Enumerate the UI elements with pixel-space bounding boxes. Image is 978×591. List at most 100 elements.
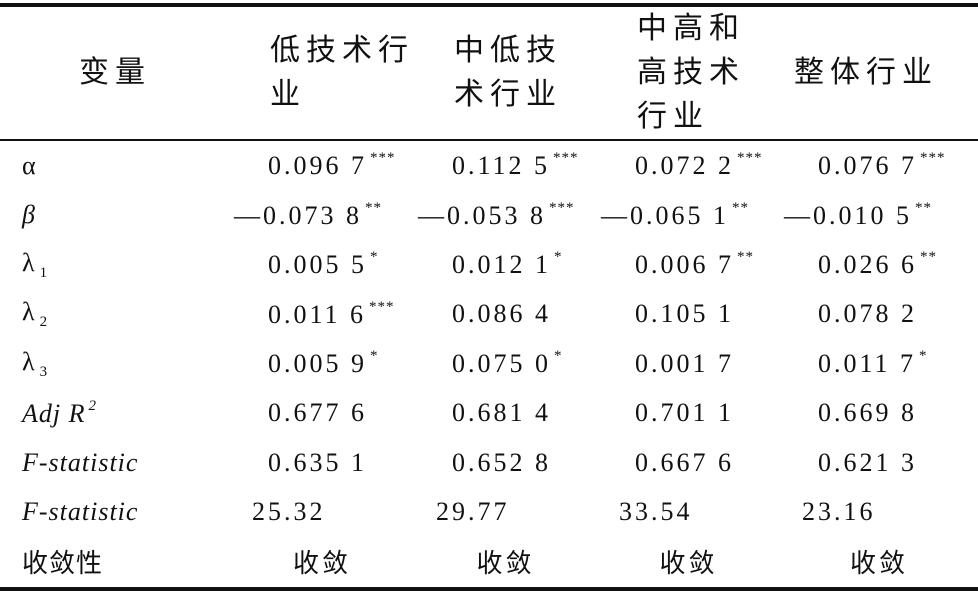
cell-text: 0.076 7 — [818, 151, 917, 181]
cell-text: 收敛性 — [22, 549, 104, 580]
cell-text: 0.701 1 — [635, 398, 734, 428]
superscript: *** — [553, 150, 579, 167]
value-cell: 0.072 2 *** — [597, 140, 780, 191]
cell-text: 0.011 7 — [818, 349, 917, 379]
value-cell: 0.075 0 * — [414, 339, 597, 389]
value-cell: 0.005 5 * — [230, 240, 414, 290]
value-cell: 0.076 7 *** — [780, 140, 978, 191]
value-cell: 0.677 6 — [230, 389, 414, 439]
superscript: *** — [369, 298, 395, 315]
cell-text: 0.681 4 — [452, 398, 551, 428]
value-cell: 0.667 6 — [597, 438, 780, 488]
cell-text: 33.54 — [619, 497, 693, 527]
cell-text: 0.072 2 — [635, 151, 734, 181]
value-cell: 0.078 2 — [780, 290, 978, 340]
subscript: 1 — [39, 264, 49, 281]
cell-text: 0.105 1 — [635, 299, 734, 329]
cell-text: 收敛 — [659, 549, 718, 580]
row-label: β — [0, 191, 230, 241]
value-cell: 0.006 7 ** — [597, 240, 780, 290]
cell-text: 收敛 — [292, 549, 351, 580]
table-row: λ 2 0.011 6 *** 0.086 4 0.105 1 0.078 2 — [0, 290, 978, 340]
table-row: Adj R 2 0.677 6 0.681 4 0.701 1 0.669 8 — [0, 389, 978, 439]
cell-text: 0.075 0 — [452, 349, 551, 379]
subscript: 2 — [39, 314, 49, 331]
value-cell: 0.635 1 — [230, 438, 414, 488]
cell-text: 收敛 — [476, 549, 535, 580]
cell-text: λ — [22, 247, 36, 277]
cell-text: 0.006 7 — [635, 250, 734, 280]
results-table: 变量 低技术行业 中低技术行业 中高和高技术行业 整体行业 α 0.096 7 **… — [0, 3, 978, 591]
cell-text: 0.012 1 — [452, 250, 551, 280]
table-row: λ 3 0.005 9 * 0.075 0 * 0.001 7 0.011 7 * — [0, 339, 978, 389]
cell-text: —0.053 8 — [418, 200, 546, 230]
value-cell: 0.701 1 — [597, 389, 780, 439]
row-label: F-statistic — [0, 488, 230, 538]
value-cell: 0.105 1 — [597, 290, 780, 340]
header-row: 变量 低技术行业 中低技术行业 中高和高技术行业 整体行业 — [0, 5, 978, 141]
value-cell: —0.073 8 ** — [230, 191, 414, 241]
superscript: *** — [737, 150, 763, 167]
page: 变量 低技术行业 中低技术行业 中高和高技术行业 整体行业 α 0.096 7 **… — [0, 3, 978, 591]
superscript: ** — [365, 199, 382, 216]
cell-text: λ — [22, 297, 36, 327]
cell-text: 25.32 — [252, 497, 326, 527]
table-body: α 0.096 7 *** 0.112 5 *** 0.072 2 *** 0.076 7 **… — [0, 140, 978, 589]
value-cell: 0.096 7 *** — [230, 140, 414, 191]
table-header: 变量 低技术行业 中低技术行业 中高和高技术行业 整体行业 — [0, 5, 978, 141]
superscript: *** — [920, 150, 946, 167]
cell-text: —0.073 8 — [234, 200, 362, 230]
value-cell: 0.669 8 — [780, 389, 978, 439]
cell-text: 0.005 9 — [268, 349, 367, 379]
cell-text: α — [22, 150, 37, 180]
superscript: ** — [920, 249, 937, 266]
value-cell: —0.065 1 ** — [597, 191, 780, 241]
cell-text: —0.010 5 — [784, 200, 912, 230]
cell-text: 0.621 3 — [818, 447, 917, 477]
superscript: * — [919, 348, 928, 365]
cell-text: 0.669 8 — [818, 398, 917, 428]
cell-text: 0.112 5 — [452, 151, 551, 181]
value-cell: 0.652 8 — [414, 438, 597, 488]
superscript: * — [554, 348, 563, 365]
cell-text: 29.77 — [436, 497, 510, 527]
cell-text: 0.026 6 — [818, 250, 917, 280]
value-cell: 收敛 — [230, 537, 414, 589]
cell-text: Adj R — [22, 398, 86, 428]
row-label: 收敛性 — [0, 537, 230, 589]
value-cell: 25.32 — [230, 488, 414, 538]
value-cell: 0.621 3 — [780, 438, 978, 488]
cell-text: λ — [22, 346, 36, 376]
value-cell: 0.086 4 — [414, 290, 597, 340]
cell-text: 0.652 8 — [452, 447, 551, 477]
header-cell: 变量 — [0, 5, 230, 141]
cell-text: 0.677 6 — [268, 398, 367, 428]
cell-text: 0.011 6 — [268, 299, 367, 329]
table-row: α 0.096 7 *** 0.112 5 *** 0.072 2 *** 0.076 7 **… — [0, 140, 978, 191]
cell-text: 0.086 4 — [452, 299, 551, 329]
cell-text: 23.16 — [802, 497, 876, 527]
superscript: 2 — [88, 397, 97, 414]
value-cell: 0.012 1 * — [414, 240, 597, 290]
cell-text: β — [22, 200, 36, 230]
value-cell: 0.011 6 *** — [230, 290, 414, 340]
cell-text: 0.635 1 — [268, 447, 367, 477]
superscript: ** — [737, 249, 754, 266]
superscript: *** — [370, 150, 396, 167]
value-cell: 0.011 7 * — [780, 339, 978, 389]
subscript: 3 — [39, 363, 49, 380]
row-label: α — [0, 140, 230, 191]
header-cell: 整体行业 — [780, 5, 978, 141]
table-row: λ 1 0.005 5 * 0.012 1 * 0.006 7 ** 0.026 6 ** — [0, 240, 978, 290]
value-cell: 0.001 7 — [597, 339, 780, 389]
value-cell: 0.681 4 — [414, 389, 597, 439]
value-cell: 收敛 — [780, 537, 978, 589]
superscript: * — [370, 348, 379, 365]
cell-text: 收敛 — [849, 549, 908, 580]
table-row: 收敛性 收敛 收敛 收敛 收敛 — [0, 537, 978, 589]
cell-text: 0.078 2 — [818, 299, 917, 329]
